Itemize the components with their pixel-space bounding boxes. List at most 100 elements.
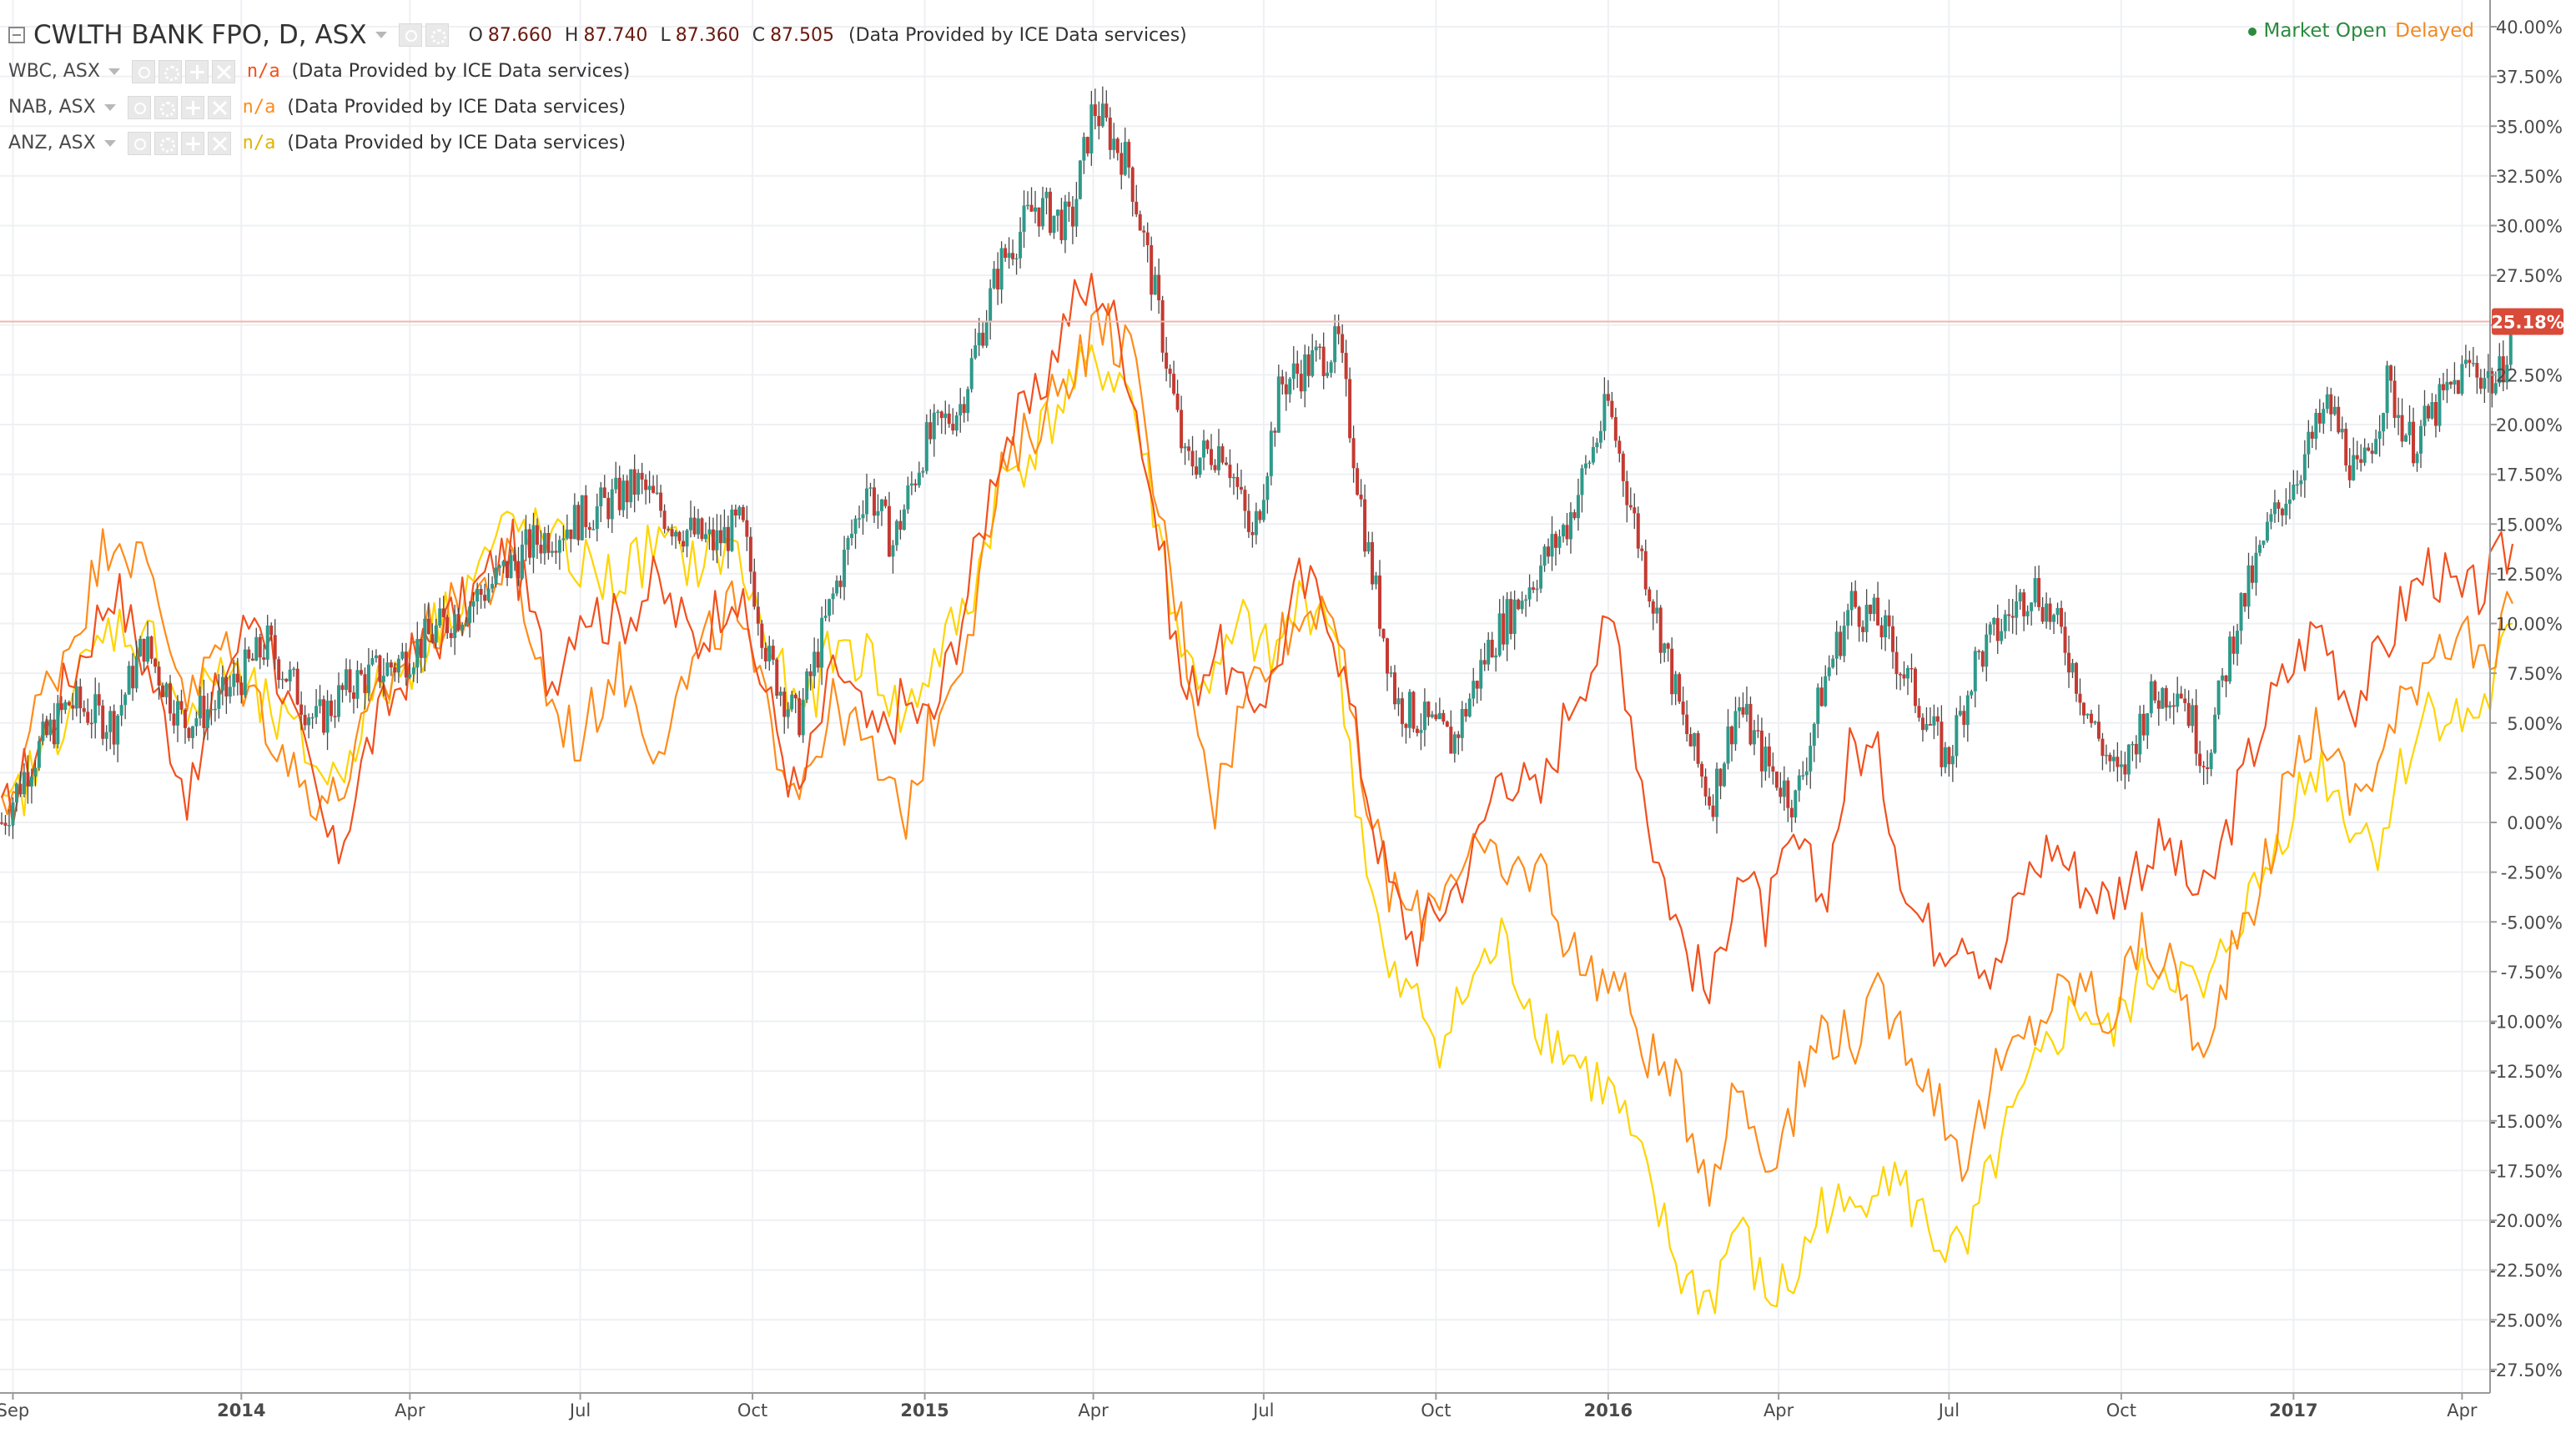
candle-body: [1299, 374, 1303, 392]
candle-body: [1744, 703, 1748, 715]
candle-body: [2302, 454, 2307, 480]
candle-body: [1726, 727, 1730, 764]
close-icon[interactable]: [207, 131, 231, 155]
candle-body: [2471, 363, 2475, 365]
candle-body: [1487, 640, 1491, 665]
candle-body: [2201, 766, 2206, 767]
chevron-down-icon[interactable]: [108, 68, 120, 75]
candle-body: [1909, 667, 1914, 670]
eye-icon[interactable]: [398, 23, 422, 47]
candle-body: [2025, 611, 2030, 616]
candle-body: [340, 685, 345, 691]
candle-body: [1812, 723, 1816, 747]
candle-body: [1794, 790, 1798, 817]
close-value: 87.505: [770, 24, 835, 46]
gear-icon[interactable]: [158, 59, 182, 83]
comparison-name[interactable]: WBC, ASX: [8, 61, 100, 82]
candle-body: [86, 711, 90, 723]
candle-body: [393, 667, 397, 673]
candle-body: [2063, 626, 2067, 653]
candle-body: [1497, 613, 1502, 656]
candle-body: [2486, 370, 2490, 379]
candle-body: [682, 541, 686, 547]
candle-body: [1651, 601, 1655, 614]
candle-body: [2191, 705, 2195, 727]
candle-body: [858, 518, 862, 520]
candle-body: [2280, 508, 2284, 515]
candle-body: [2404, 435, 2408, 442]
candle-body: [2423, 405, 2427, 426]
eye-icon[interactable]: [127, 131, 151, 155]
close-icon[interactable]: [211, 59, 235, 83]
candle-body: [1482, 660, 1487, 665]
candle-body: [205, 709, 209, 728]
close-icon[interactable]: [207, 95, 231, 119]
candle-body: [1737, 706, 1741, 711]
candle-body: [190, 726, 194, 738]
comparison-value: n/a: [242, 133, 276, 153]
candle-body: [1864, 605, 1869, 632]
candle-body: [977, 332, 981, 346]
candle-body: [2134, 743, 2138, 755]
comparison-name[interactable]: ANZ, ASX: [8, 133, 96, 153]
candle-body: [1935, 716, 1940, 722]
candle-body: [2382, 413, 2386, 432]
candle-body: [2295, 484, 2299, 486]
candle-body: [2415, 453, 2419, 464]
candle-body: [2340, 429, 2344, 433]
candle-body: [782, 691, 787, 717]
gear-icon[interactable]: [153, 131, 178, 155]
candle-body: [1723, 763, 1727, 787]
candle-body: [1759, 730, 1763, 772]
gear-icon[interactable]: [153, 95, 178, 119]
candle-body: [2198, 753, 2202, 767]
candle-body: [2508, 329, 2513, 365]
eye-icon[interactable]: [127, 95, 151, 119]
y-tick-label: 12.50%: [2496, 565, 2563, 585]
comparison-name[interactable]: NAB, ASX: [8, 97, 96, 118]
candle-body: [561, 538, 566, 541]
candle-body: [1861, 626, 1865, 632]
candle-body: [265, 625, 269, 660]
candle-body: [853, 518, 858, 534]
candle-body: [2224, 675, 2228, 682]
candle-body: [131, 666, 135, 689]
candle-body: [1771, 766, 1775, 772]
candle-body: [969, 358, 974, 390]
candle-body: [2448, 381, 2453, 385]
candle-body: [2317, 412, 2322, 424]
plus-icon[interactable]: [184, 59, 209, 83]
candle-body: [1756, 730, 1760, 732]
candle-body: [1306, 354, 1311, 376]
candle-body: [1576, 495, 1580, 519]
candle-body: [479, 589, 483, 596]
collapse-legend-icon[interactable]: [8, 27, 25, 43]
chevron-down-icon[interactable]: [103, 103, 116, 111]
candle-body: [550, 551, 554, 553]
candle-body: [359, 670, 363, 675]
candle-body: [2055, 607, 2060, 616]
plus-icon[interactable]: [180, 131, 204, 155]
chevron-down-icon[interactable]: [375, 32, 387, 38]
chevron-down-icon[interactable]: [103, 139, 116, 147]
candle-body: [752, 571, 757, 607]
y-tick-label: 37.50%: [2496, 68, 2563, 88]
y-tick-label: 15.00%: [2496, 515, 2563, 535]
candle-body: [1902, 674, 1906, 679]
eye-icon[interactable]: [131, 59, 155, 83]
candle-body: [718, 530, 722, 544]
candle-body: [307, 717, 311, 726]
price-badge-bg: [2492, 308, 2563, 335]
plus-icon[interactable]: [180, 95, 204, 119]
data-source-note: (Data Provided by ICE Data services): [848, 24, 1187, 46]
y-tick-label: 10.00%: [2496, 615, 2563, 635]
candle-body: [2478, 377, 2483, 389]
candle-body: [228, 686, 232, 697]
candle-body: [78, 686, 83, 709]
candle-body: [748, 536, 752, 572]
candle-body: [2475, 363, 2479, 378]
gear-icon[interactable]: [425, 23, 449, 47]
symbol-title[interactable]: CWLTH BANK FPO, D, ASX: [33, 20, 367, 50]
